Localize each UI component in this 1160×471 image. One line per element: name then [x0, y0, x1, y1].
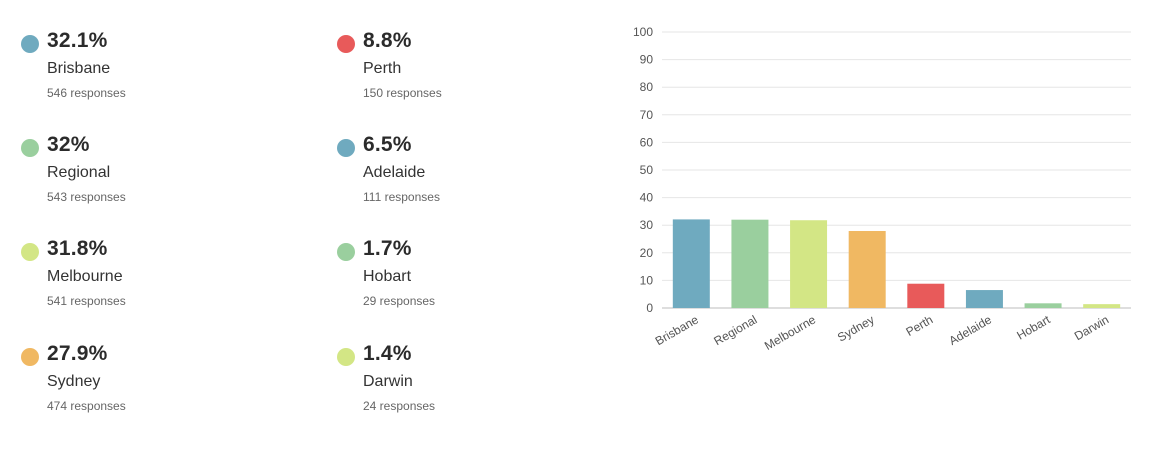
stat-name: Darwin — [363, 373, 413, 390]
stat-name: Brisbane — [47, 60, 111, 77]
color-dot — [337, 139, 355, 157]
y-tick-label: 40 — [640, 191, 654, 205]
stat-percent: 32.1% — [47, 29, 108, 52]
stat-responses: 546 responses — [47, 86, 126, 100]
stat-name: Perth — [363, 60, 402, 77]
color-dot — [21, 139, 39, 157]
stat-name: Regional — [47, 164, 111, 181]
stat-percent: 1.7% — [363, 237, 412, 260]
stat-percent: 1.4% — [363, 342, 412, 365]
color-dot — [337, 243, 355, 261]
color-dot — [21, 243, 39, 261]
y-tick-label: 100 — [633, 25, 653, 39]
stat-percent: 6.5% — [363, 133, 412, 156]
y-tick-label: 90 — [640, 53, 654, 67]
color-dot — [337, 348, 355, 366]
color-dot — [21, 348, 39, 366]
y-tick-label: 30 — [640, 218, 654, 232]
stat-responses: 24 responses — [363, 399, 436, 413]
stat-name: Melbourne — [47, 268, 123, 285]
bar — [1024, 303, 1062, 308]
y-tick-label: 50 — [640, 163, 654, 177]
stat-percent: 27.9% — [47, 342, 108, 365]
x-tick-label: Sydney — [835, 312, 877, 344]
y-tick-label: 80 — [640, 80, 654, 94]
x-tick-label: Adelaide — [946, 312, 994, 348]
stat-responses: 29 responses — [363, 294, 436, 308]
color-dot — [21, 35, 39, 53]
stat-name: Adelaide — [363, 164, 426, 181]
stat-responses: 150 responses — [363, 86, 442, 100]
bar — [1083, 304, 1121, 308]
bar — [672, 219, 710, 308]
stat-responses: 111 responses — [363, 190, 440, 204]
x-tick-label: Melbourne — [762, 312, 818, 353]
bar — [731, 219, 769, 308]
y-tick-label: 10 — [640, 273, 654, 287]
y-tick-label: 60 — [640, 135, 654, 149]
stat-responses: 541 responses — [47, 294, 126, 308]
stat-name: Sydney — [47, 373, 101, 390]
x-tick-label: Perth — [903, 312, 935, 338]
stat-percent: 8.8% — [363, 29, 412, 52]
bar — [848, 230, 886, 308]
x-tick-label: Regional — [711, 312, 759, 348]
x-tick-label: Hobart — [1014, 312, 1053, 342]
bar — [907, 283, 945, 308]
color-dot — [337, 35, 355, 53]
x-tick-label: Brisbane — [653, 312, 701, 348]
y-tick-label: 0 — [646, 301, 653, 315]
bar — [965, 290, 1003, 308]
stat-percent: 32% — [47, 133, 90, 156]
bar-chart: 0 10 20 30 40 50 60 70 80 90 100 Brisbane Regional Me… — [620, 0, 1160, 466]
x-tick-label: Darwin — [1072, 312, 1111, 343]
stat-percent: 31.8% — [47, 237, 108, 260]
stat-responses: 474 responses — [47, 399, 126, 413]
stat-responses: 543 responses — [47, 190, 126, 204]
bar — [790, 220, 828, 308]
y-tick-label: 70 — [640, 108, 654, 122]
y-tick-label: 20 — [640, 246, 654, 260]
stat-name: Hobart — [363, 268, 412, 285]
bar-chart-svg: 0 10 20 30 40 50 60 70 80 90 100 Brisbane Regional Me… — [633, 25, 1131, 353]
response-legend: 32.1% Brisbane 546 responses 32% Regiona… — [21, 29, 442, 413]
